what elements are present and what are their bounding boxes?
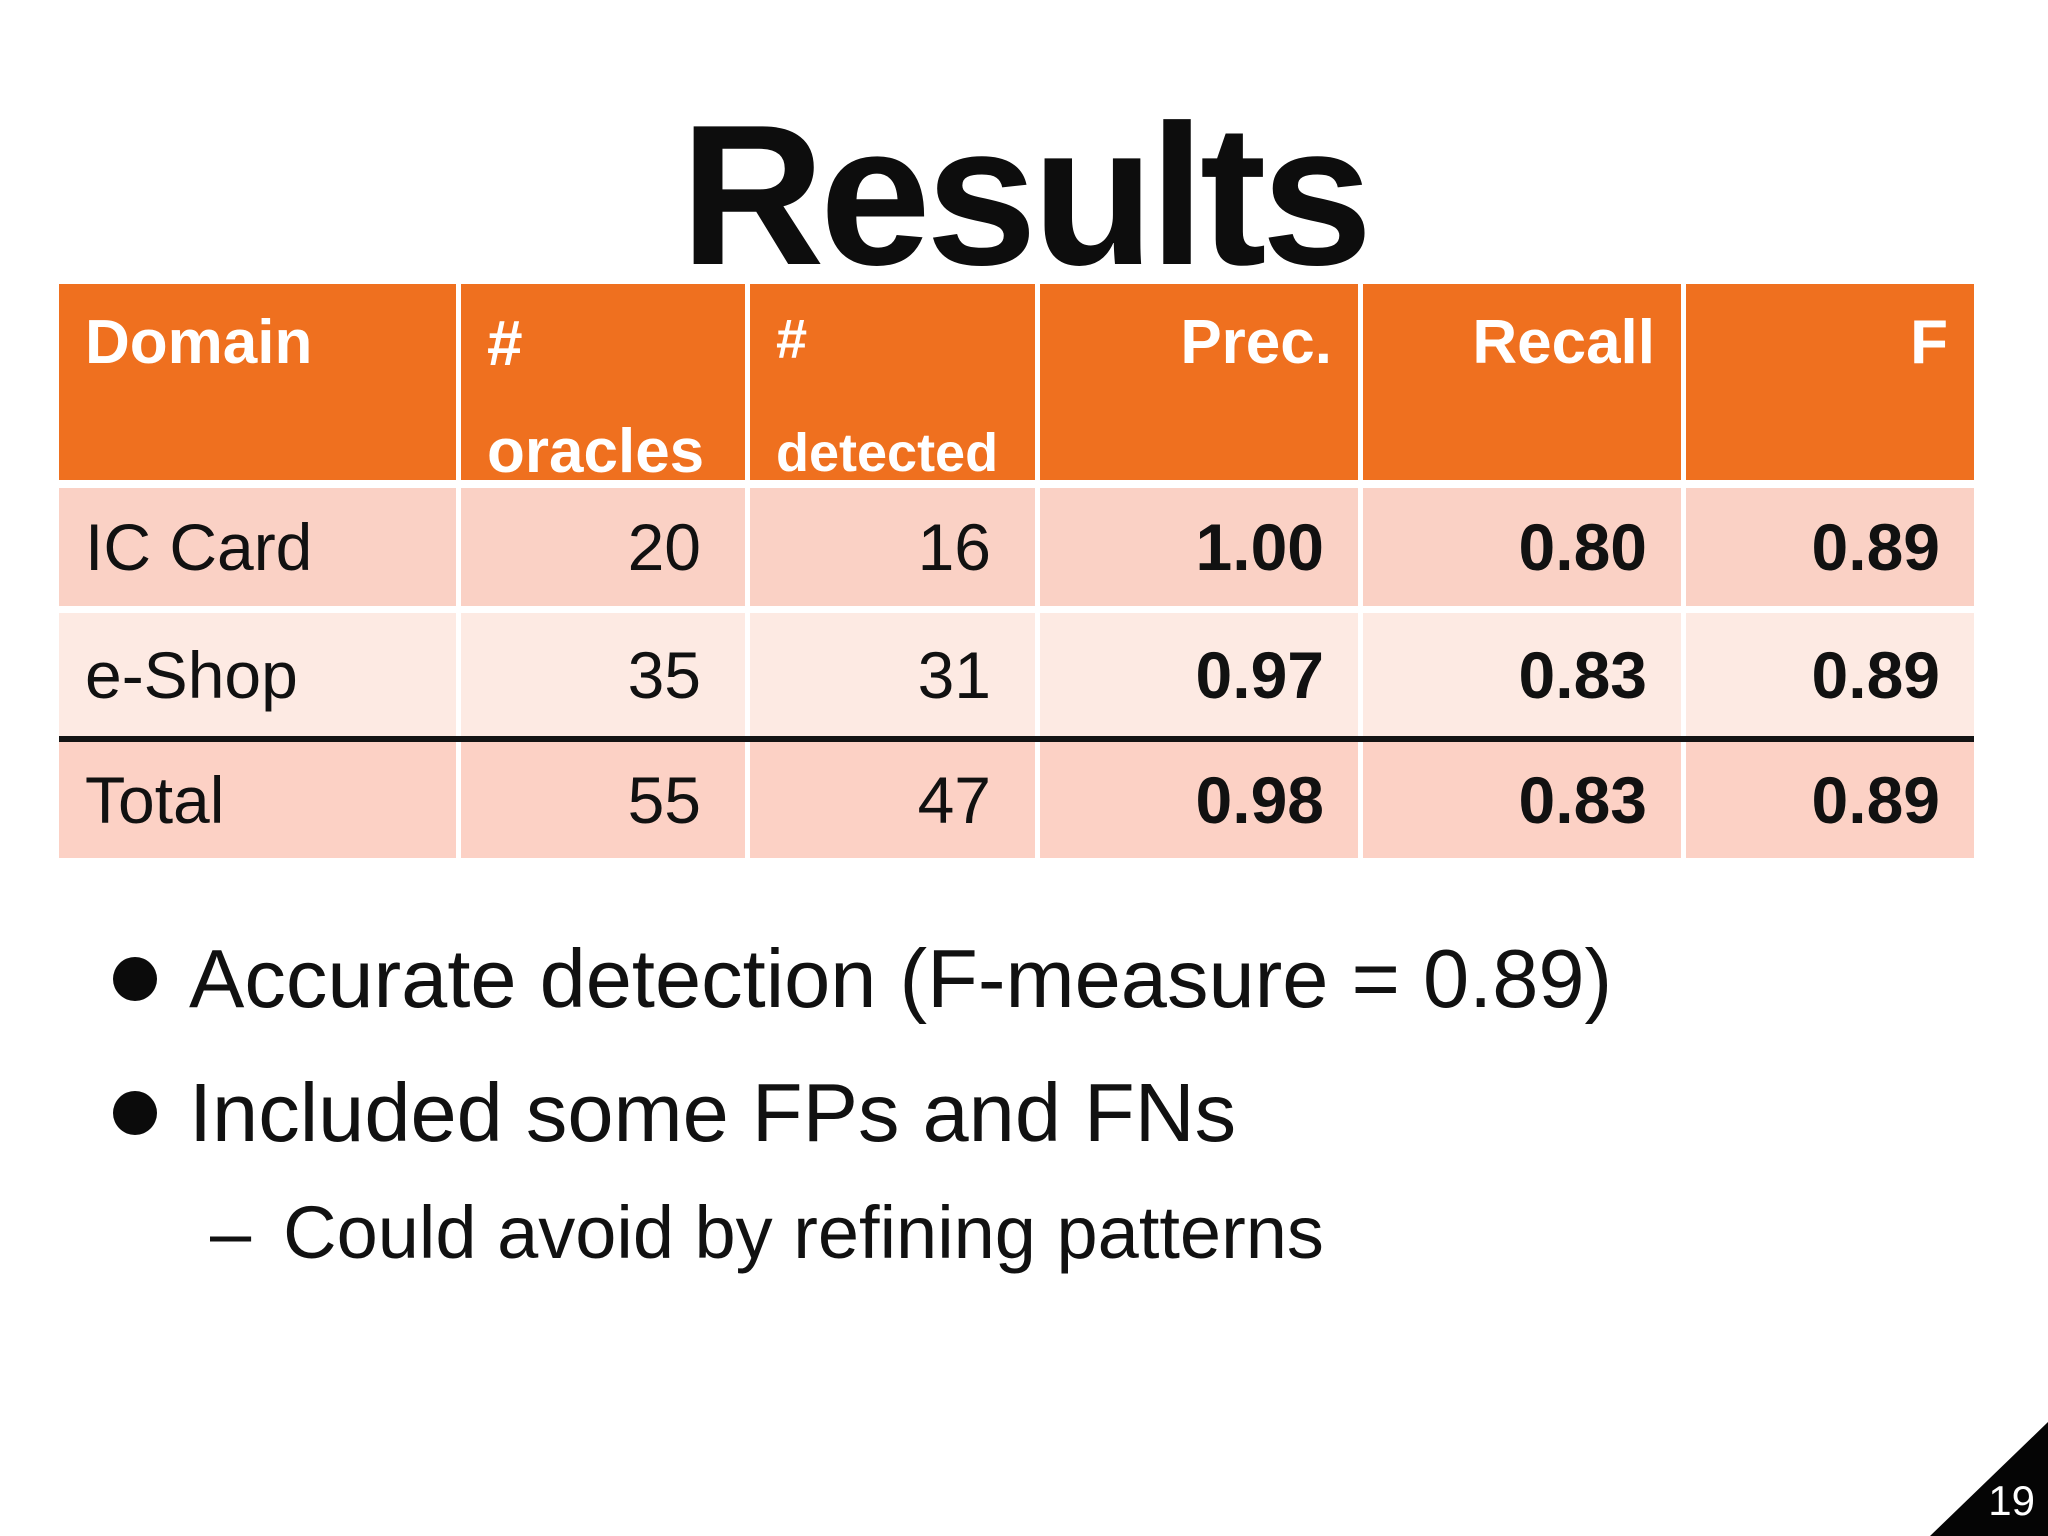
bullet-item: Included some FPs and FNs: [113, 1071, 1236, 1154]
table-row: IC Card 20 16 1.00 0.80 0.89: [59, 488, 1974, 606]
page-title: Results: [680, 84, 1372, 307]
table-row: e-Shop 35 31 0.97 0.83 0.89: [59, 613, 1974, 736]
table-header-row: Domain # oracles # detected Prec. Recall…: [59, 284, 1974, 480]
row-divider: [59, 480, 1974, 488]
row-divider: [59, 606, 1974, 613]
cell-detected: 16: [750, 488, 1035, 606]
bullet-item: Accurate detection (F-measure = 0.89): [113, 937, 1612, 1020]
cell-recall: 0.83: [1363, 742, 1681, 858]
bullet-dot-icon: [113, 1090, 157, 1135]
cell-detected: 47: [750, 742, 1035, 858]
table-row-total: Total 55 47 0.98 0.83 0.89: [59, 742, 1974, 858]
bullet-text: Included some FPs and FNs: [189, 1066, 1237, 1159]
cell-precision: 0.97: [1040, 613, 1358, 736]
sub-bullet-text: Could avoid by refining patterns: [283, 1191, 1324, 1274]
column-header-precision: Prec.: [1040, 284, 1358, 480]
column-header-recall: Recall: [1363, 284, 1681, 480]
column-header-sublabel: oracles: [487, 417, 705, 480]
cell-oracles: 55: [461, 742, 745, 858]
bullet-dot-icon: [113, 956, 157, 1001]
cell-oracles: 35: [461, 613, 745, 736]
column-header-fmeasure: F: [1686, 284, 1974, 480]
cell-fmeasure: 0.89: [1686, 613, 1974, 736]
cell-fmeasure: 0.89: [1686, 488, 1974, 606]
column-header-label: Prec.: [1180, 308, 1332, 377]
column-header-oracles: # oracles: [461, 284, 745, 480]
cell-domain: IC Card: [59, 488, 456, 606]
dash-icon: –: [210, 1191, 252, 1274]
bullet-text: Accurate detection (F-measure = 0.89): [189, 932, 1613, 1025]
cell-recall: 0.83: [1363, 613, 1681, 736]
cell-oracles: 20: [461, 488, 745, 606]
cell-domain: Total: [59, 742, 456, 858]
results-table: Domain # oracles # detected Prec. Recall…: [59, 284, 1974, 858]
column-header-label: #: [487, 307, 523, 379]
column-header-label: Recall: [1472, 308, 1655, 377]
cell-precision: 0.98: [1040, 742, 1358, 858]
column-header-label: Domain: [85, 308, 313, 377]
total-row-divider: [59, 736, 1974, 742]
column-header-label: F: [1910, 308, 1948, 377]
column-header-label: #: [776, 307, 808, 370]
page-number: 19: [1988, 1477, 2035, 1524]
sub-bullet-item: – Could avoid by refining patterns: [210, 1196, 1324, 1270]
column-header-domain: Domain: [59, 284, 456, 480]
cell-precision: 1.00: [1040, 488, 1358, 606]
cell-domain: e-Shop: [59, 613, 456, 736]
column-header-sublabel: detected: [776, 422, 999, 480]
cell-recall: 0.80: [1363, 488, 1681, 606]
column-header-detected: # detected: [750, 284, 1035, 480]
cell-fmeasure: 0.89: [1686, 742, 1974, 858]
cell-detected: 31: [750, 613, 1035, 736]
